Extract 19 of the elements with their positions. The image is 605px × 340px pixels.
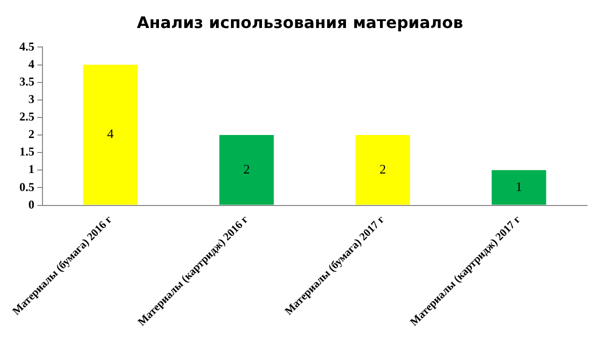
y-tick-label: 4 xyxy=(28,56,34,71)
y-tick-label: 2.5 xyxy=(19,110,34,124)
data-label: 2 xyxy=(243,161,250,176)
y-tick-label: 3.5 xyxy=(19,74,34,88)
bar xyxy=(219,135,274,205)
y-tick-label: 1 xyxy=(28,162,34,176)
data-label: 4 xyxy=(107,126,114,142)
bar xyxy=(492,170,546,205)
chart-title: Анализ использования материалов xyxy=(136,12,464,32)
y-tick-label: 1.5 xyxy=(19,144,34,159)
y-tick-label: 0 xyxy=(28,197,34,212)
data-label: 1 xyxy=(516,178,522,194)
bar xyxy=(356,135,410,205)
y-tick-label: 0.5 xyxy=(19,180,34,194)
data-label: 2 xyxy=(380,161,386,176)
y-tick-label: 3 xyxy=(28,92,34,106)
bar xyxy=(83,64,138,205)
y-tick-label: 2 xyxy=(28,127,34,142)
y-tick-label: 4.5 xyxy=(19,39,34,54)
